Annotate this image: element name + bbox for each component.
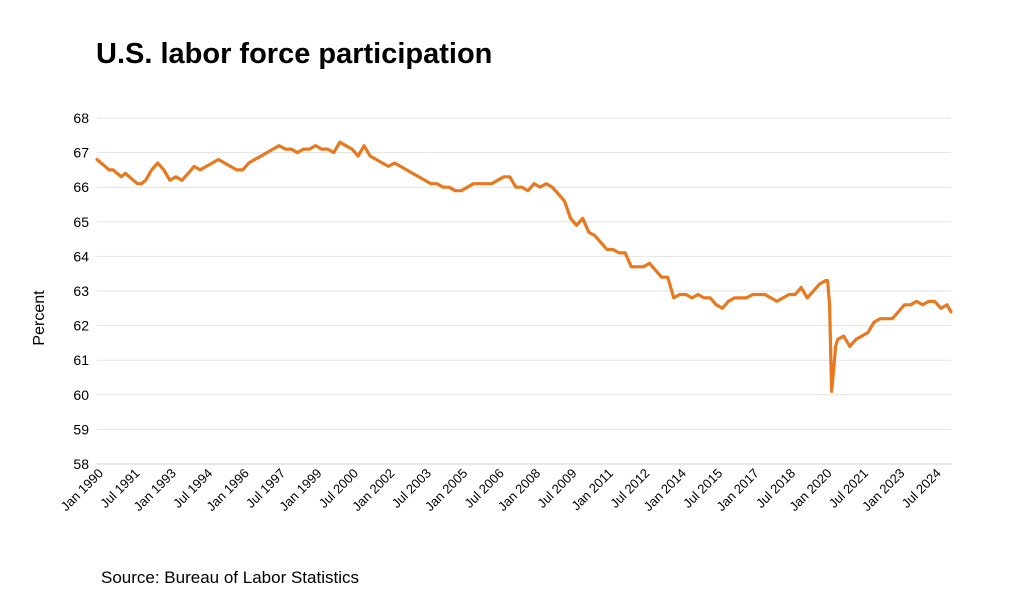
y-tick-label: 61 (73, 352, 89, 368)
series-layer (95, 140, 953, 393)
y-tick-label: 65 (73, 214, 89, 230)
y-tick-label: 62 (73, 318, 89, 334)
y-tick-label: 58 (73, 456, 89, 472)
x-tick-label: Jan 1990 (58, 466, 106, 514)
x-tick-label: Jul 2024 (899, 466, 944, 511)
y-tick-label: 63 (73, 283, 89, 299)
y-tick-label: 68 (73, 110, 89, 126)
y-tick-label: 66 (73, 179, 89, 195)
source-note: Source: Bureau of Labor Statistics (101, 568, 359, 587)
series-line (95, 140, 953, 393)
gridlines (97, 117, 951, 430)
y-tick-label: 67 (73, 145, 89, 161)
y-tick-labels: 58 59 60 61 62 63 64 65 66 67 68 (73, 110, 89, 472)
y-tick-label: 59 (73, 421, 89, 437)
chart-title: U.S. labor force participation (96, 38, 493, 70)
y-tick-label: 60 (73, 387, 89, 403)
y-tick-label: 64 (73, 248, 89, 264)
y-axis-label: Percent (31, 290, 48, 346)
